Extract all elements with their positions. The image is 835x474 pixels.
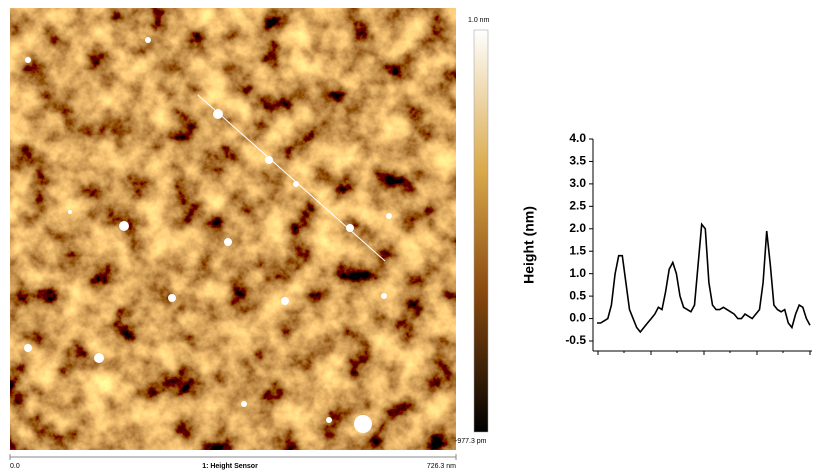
height-map	[10, 8, 456, 450]
scale-max: 1.0 nm	[468, 17, 490, 24]
channel-label: 1: Height Sensor	[202, 463, 258, 470]
y-tick-label: 1.0	[569, 266, 586, 280]
afm-image	[10, 8, 456, 450]
y-tick-label: 1.5	[569, 243, 586, 257]
colorbar	[473, 29, 489, 433]
y-axis-label: Height (nm)	[521, 206, 537, 284]
y-tick-label: 4.0	[569, 131, 586, 145]
y-tick-label: 0.0	[569, 311, 586, 325]
x-start: 0.0	[10, 463, 20, 470]
y-tick-label: 3.0	[569, 176, 586, 190]
profile-line	[197, 94, 386, 262]
y-tick-label: 2.5	[569, 199, 586, 213]
scale-min: -977.3 pm	[455, 438, 487, 445]
y-tick-label: 0.5	[569, 288, 586, 302]
y-tick-label: 3.5	[569, 154, 586, 168]
x-ticks	[597, 351, 811, 355]
profile-line	[597, 222, 811, 334]
y-tick-label: 2.0	[569, 221, 586, 235]
particles	[24, 37, 392, 433]
x-end: 726.3 nm	[427, 463, 456, 470]
y-tick-label: -0.5	[565, 333, 586, 347]
